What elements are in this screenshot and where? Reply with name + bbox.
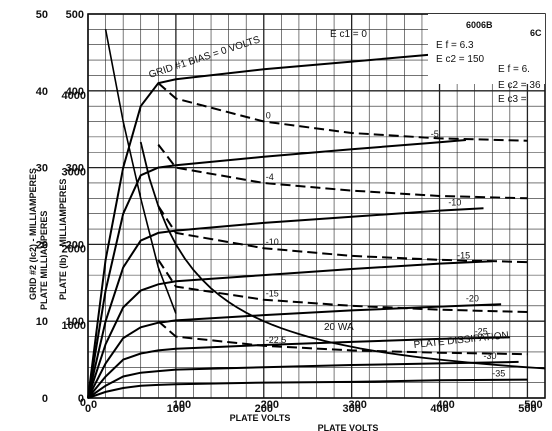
plate-curves (87, 29, 546, 399)
curve-label: -30 (483, 351, 496, 361)
y-outer-tick-label: 30 (36, 163, 48, 175)
screen-curve-label: -10 (266, 237, 279, 247)
y-outer-tick-label: 0 (42, 393, 48, 405)
curve-label: -15 (457, 250, 470, 260)
screen-curves (157, 82, 528, 356)
y-outer-tick-label: 10 (36, 316, 48, 328)
curve-label: -10 (448, 197, 461, 207)
plate-curve (87, 360, 519, 399)
y-inner-tick-label: 500 (66, 9, 84, 21)
ec1-annotation: E c1 = 0 (330, 29, 367, 40)
condition-ec2: E c2 = 150 (436, 54, 485, 65)
plate-curve (87, 139, 466, 399)
y-outer-tick-label: 40 (36, 86, 48, 98)
screen-curve-label: 0 (266, 111, 271, 121)
conditions-box (428, 14, 545, 84)
x-tick-label: 400 (430, 403, 448, 415)
bias-line (104, 29, 177, 314)
condition-ec2-right: E c2 = 36 (498, 80, 541, 91)
screen-curve (157, 205, 528, 264)
x-tick-label: 500 (518, 403, 536, 415)
y-inner2-tick-label: 0 (80, 397, 86, 409)
plate-curve (87, 260, 493, 399)
tube-id-partial: 6C (530, 28, 542, 38)
x-tick-label-ghost: 0 (91, 399, 97, 411)
screen-curve-label: -4 (266, 172, 274, 182)
plate-curve (87, 378, 528, 399)
x-axis-label-ghost: PLATE VOLTS (318, 423, 379, 431)
x-tick-label: 0 (85, 403, 91, 415)
screen-curve-label: -15 (266, 289, 279, 299)
y-inner2-tick-label: 3000 (62, 167, 86, 179)
tube-id: 6006B (466, 20, 493, 30)
screen-curve-label: -22.5 (266, 335, 287, 345)
y-outer-axis-label: GRID #2 (Ic2) - MILLIAMPERES (28, 168, 38, 300)
y-inner2-axis-label: PLATE MILLIAMPERES (39, 211, 49, 310)
screen-curve (157, 320, 528, 356)
y-inner-tick-label: 300 (66, 163, 84, 175)
plate-curve (87, 207, 484, 399)
screen-curve (157, 143, 528, 200)
watts-annotation: 20 WA (324, 322, 354, 333)
curve-label: -25 (475, 326, 488, 336)
condition-ef: E f = 6.3 (436, 40, 474, 51)
plate-curve (87, 303, 502, 399)
y-inner-tick-label: 200 (66, 239, 84, 251)
plate-curve (87, 336, 510, 399)
grid (87, 13, 546, 399)
curve-label: -35 (492, 369, 505, 379)
plot-frame (87, 13, 546, 399)
x-tick-label-ghost: 400 (436, 399, 454, 411)
x-tick-label-ghost: 300 (348, 399, 366, 411)
y-inner2-tick-label: 1000 (62, 320, 86, 332)
y-inner-tick-label: 0 (78, 393, 84, 405)
y-inner2-tick-label: 4000 (62, 90, 86, 102)
y-outer-tick-label: 50 (36, 9, 48, 21)
x-tick-label: 100 (167, 403, 185, 415)
condition-ef-right: E f = 6. (498, 64, 530, 75)
x-tick-label: 300 (342, 403, 360, 415)
x-tick-label-ghost: 200 (261, 399, 279, 411)
y-inner-tick-label: 400 (66, 86, 84, 98)
y-inner-tick-label: 100 (66, 316, 84, 328)
screen-curve (157, 82, 528, 142)
x-tick-label-ghost: 500 (524, 399, 542, 411)
y-inner-axis-label: PLATE (Ib) - MILLIAMPERES (58, 179, 68, 300)
dissipation-curve (139, 141, 546, 370)
curve-label: -5 (431, 129, 439, 139)
y-inner2-tick-label: 2000 (62, 243, 86, 255)
y-outer-tick-label: 20 (36, 239, 48, 251)
condition-ec3-right: E c3 = (498, 94, 527, 105)
x-axis-label: PLATE VOLTS (230, 413, 291, 423)
x-tick-label-ghost: 100 (173, 399, 191, 411)
curve-label: -20 (466, 293, 479, 303)
plate-curve (87, 49, 484, 399)
x-tick-label: 200 (255, 403, 273, 415)
